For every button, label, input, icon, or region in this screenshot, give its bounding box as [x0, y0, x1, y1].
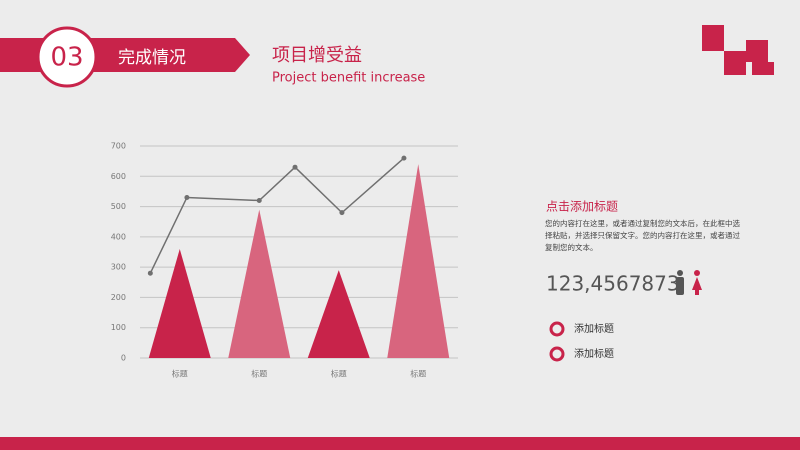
panel-item: 添加标题 [574, 347, 614, 360]
section-number: 03 [50, 43, 83, 73]
bar [307, 270, 370, 358]
line-point [147, 270, 153, 276]
y-tick-label: 600 [111, 172, 126, 181]
line-point [292, 164, 298, 170]
panel-stat: 123,4567873 [546, 272, 680, 296]
decor-squares [702, 25, 774, 75]
slide-subtitle: Project benefit increase [272, 71, 425, 86]
y-tick-label: 100 [111, 323, 126, 332]
x-tick-label: 标题 [331, 369, 347, 379]
y-tick-label: 200 [111, 293, 126, 302]
item-bullet [549, 321, 565, 337]
person-icons [676, 270, 702, 295]
footer-band [0, 437, 800, 450]
line-point [184, 194, 190, 200]
bar [148, 248, 211, 358]
bar [228, 209, 291, 358]
panel-title: 点击添加标题 [546, 200, 618, 214]
section-title: 完成情况 [118, 48, 186, 68]
panel-item: 添加标题 [574, 322, 614, 335]
panel-body: 您的内容打在这里，或者通过复制您的文本后，在此框中选择粘贴，并选择只保留文字。您… [545, 219, 740, 252]
slide-title: 项目增受益 [272, 45, 362, 66]
line [149, 157, 405, 274]
x-tick-label: 标题 [172, 369, 188, 379]
bar [387, 164, 450, 358]
y-tick-label: 300 [111, 263, 126, 272]
panel-body-box: 您的内容打在这里，或者通过复制您的文本后，在此框中选择粘贴，并选择只保留文字。您… [545, 219, 740, 252]
y-tick-label: 400 [111, 232, 126, 241]
y-tick-label: 0 [121, 354, 126, 363]
line-point [339, 210, 345, 216]
number-badge [36, 26, 98, 88]
x-tick-label: 标题 [251, 369, 267, 379]
y-tick-label: 700 [111, 142, 126, 151]
line-point [401, 155, 407, 161]
y-tick-label: 500 [111, 202, 126, 211]
item-bullet [549, 346, 565, 362]
x-tick-label: 标题 [410, 369, 426, 379]
line-point [256, 198, 262, 204]
